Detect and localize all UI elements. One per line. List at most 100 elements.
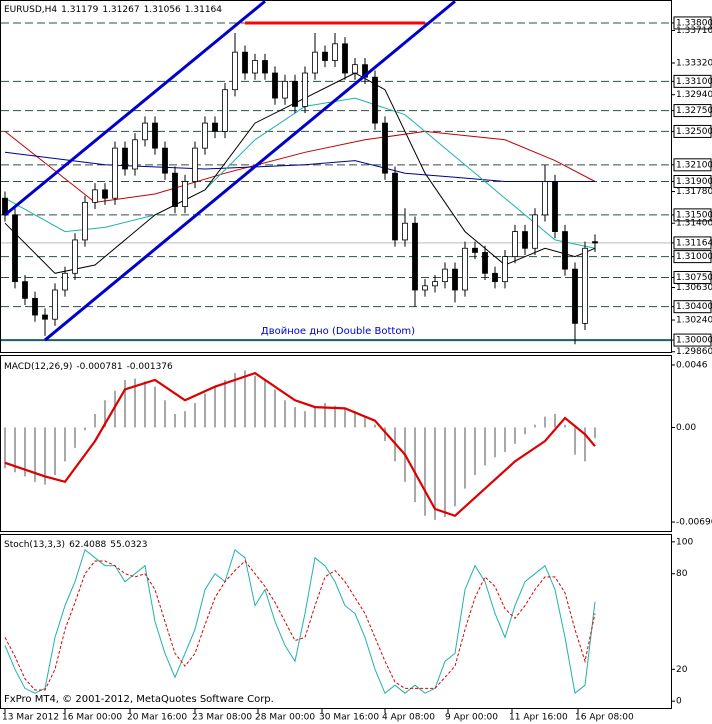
candle-body (62, 272, 68, 291)
legend-value: 1.31179 (61, 5, 98, 15)
legend-value: 1.31056 (144, 5, 181, 15)
y-tick-label: 20 (676, 665, 688, 675)
candle-body (552, 181, 558, 232)
support-label: Двойное дно (Double Bottom) (261, 326, 415, 337)
y-tick-label: 0.0046 (676, 360, 708, 370)
y-tick-label: 80 (676, 569, 688, 579)
legend-value: 62.4088 (69, 540, 106, 550)
candle-body (182, 181, 188, 207)
stoch-line (4, 560, 596, 691)
y-tick-label: 1.31000 (676, 252, 712, 262)
tick-box (673, 250, 712, 264)
candle-body (92, 189, 98, 203)
x-tick-label: 11 Apr 16:00 (509, 713, 568, 723)
candle-body (422, 285, 428, 291)
y-tick-label: 1.30400 (676, 302, 712, 312)
candle-body (152, 122, 158, 149)
legend-value: -0.001376 (127, 362, 173, 372)
moving-average (4, 151, 595, 182)
tick-box (673, 270, 712, 284)
candle-body (312, 51, 318, 74)
x-tick-label: 13 Mar 2012 (2, 713, 59, 723)
y-tick-label: 1.32500 (676, 127, 712, 137)
candle-body (72, 239, 78, 274)
candle-body (282, 80, 288, 99)
y-tick-label: 100 (676, 537, 693, 547)
legend-value: EURUSD,H4 (4, 5, 57, 15)
candle-body (372, 76, 378, 124)
tick-box (673, 74, 712, 88)
candle-body (542, 181, 548, 216)
trendline (44, 0, 456, 342)
y-tick-label: 1.30630 (676, 283, 712, 293)
y-tick-label: 1.31500 (676, 210, 712, 220)
candle-body (562, 231, 568, 270)
candle-body (482, 252, 488, 274)
candle-body (82, 201, 88, 241)
legend-value: 1.31164 (185, 5, 222, 15)
y-tick-label: 1.30240 (676, 316, 712, 326)
y-tick-label: 1.32940 (676, 90, 712, 100)
y-tick-label: 1.33710 (676, 26, 712, 36)
y-tick-label: 1.29860 (676, 347, 712, 357)
tick-box (673, 333, 712, 347)
candle-body (432, 281, 438, 287)
candle-body (392, 172, 398, 241)
candle-body (12, 214, 18, 283)
candle-body (302, 72, 308, 107)
candle-body (442, 268, 448, 283)
x-tick-label: 23 Mar 08:00 (192, 713, 252, 723)
y-tick-label: 1.33100 (676, 77, 712, 87)
candle-body (142, 122, 148, 141)
candle-body (222, 89, 228, 132)
tick-box (673, 158, 712, 172)
x-tick-label: 30 Mar 16:00 (319, 713, 379, 723)
candle-body (342, 43, 348, 74)
tick-box (673, 124, 712, 138)
candle-body (262, 60, 268, 74)
moving-average (4, 130, 596, 203)
y-tick-label: 1.33320 (676, 59, 712, 69)
candle-body (192, 147, 198, 182)
candle-body (132, 139, 138, 170)
stoch-panel (0, 534, 672, 709)
candle-body (212, 122, 218, 132)
stoch-line (4, 548, 596, 695)
y-tick-label: 0.00 (676, 423, 696, 433)
indicator-legend: MACD(12,26,9) -0.000781 -0.001376 (4, 362, 173, 372)
candle-body (462, 247, 468, 291)
legend-value: Stoch(13,3,3) (4, 540, 65, 550)
x-tick-label: 20 Mar 16:00 (127, 713, 187, 723)
y-tick-label: 1.31164 (676, 238, 712, 248)
candle-body (572, 268, 578, 324)
y-tick-label: 1.30750 (676, 273, 712, 283)
candle-body (42, 314, 48, 320)
y-tick-label: 1.31780 (676, 187, 712, 197)
candle-body (292, 80, 298, 107)
y-tick-label: 1.30000 (676, 336, 712, 346)
indicator-legend: EURUSD,H4 1.31179 1.31267 1.31056 1.31164 (4, 5, 222, 15)
candle-body (172, 172, 178, 207)
candle-body (502, 256, 508, 283)
footer: FxPro MT4, © 2001-2012, MetaQuotes Softw… (4, 694, 274, 705)
candle-body (112, 147, 118, 199)
indicator-legend: Stoch(13,3,3) 62.4088 55.0323 (4, 540, 148, 550)
candle-body (122, 147, 128, 170)
x-tick-label: 28 Mar 00:00 (255, 713, 315, 723)
x-tick-label: 16 Mar 00:00 (62, 713, 122, 723)
candle-body (22, 281, 28, 299)
candle-body (582, 247, 588, 324)
legend-value: -0.000781 (76, 362, 122, 372)
legend-value: 1.31267 (102, 5, 139, 15)
x-tick-label: 4 Apr 08:00 (382, 713, 435, 723)
candle-body (492, 272, 498, 283)
x-tick-label: 9 Apr 00:00 (445, 713, 498, 723)
x-tick-label: 16 Apr 08:00 (575, 713, 634, 723)
tick-box (673, 300, 712, 314)
candle-body (472, 247, 478, 253)
tick-box (673, 236, 712, 250)
candle-body (322, 51, 328, 61)
y-tick-label: 1.31400 (676, 219, 712, 229)
candle-body (32, 297, 38, 316)
